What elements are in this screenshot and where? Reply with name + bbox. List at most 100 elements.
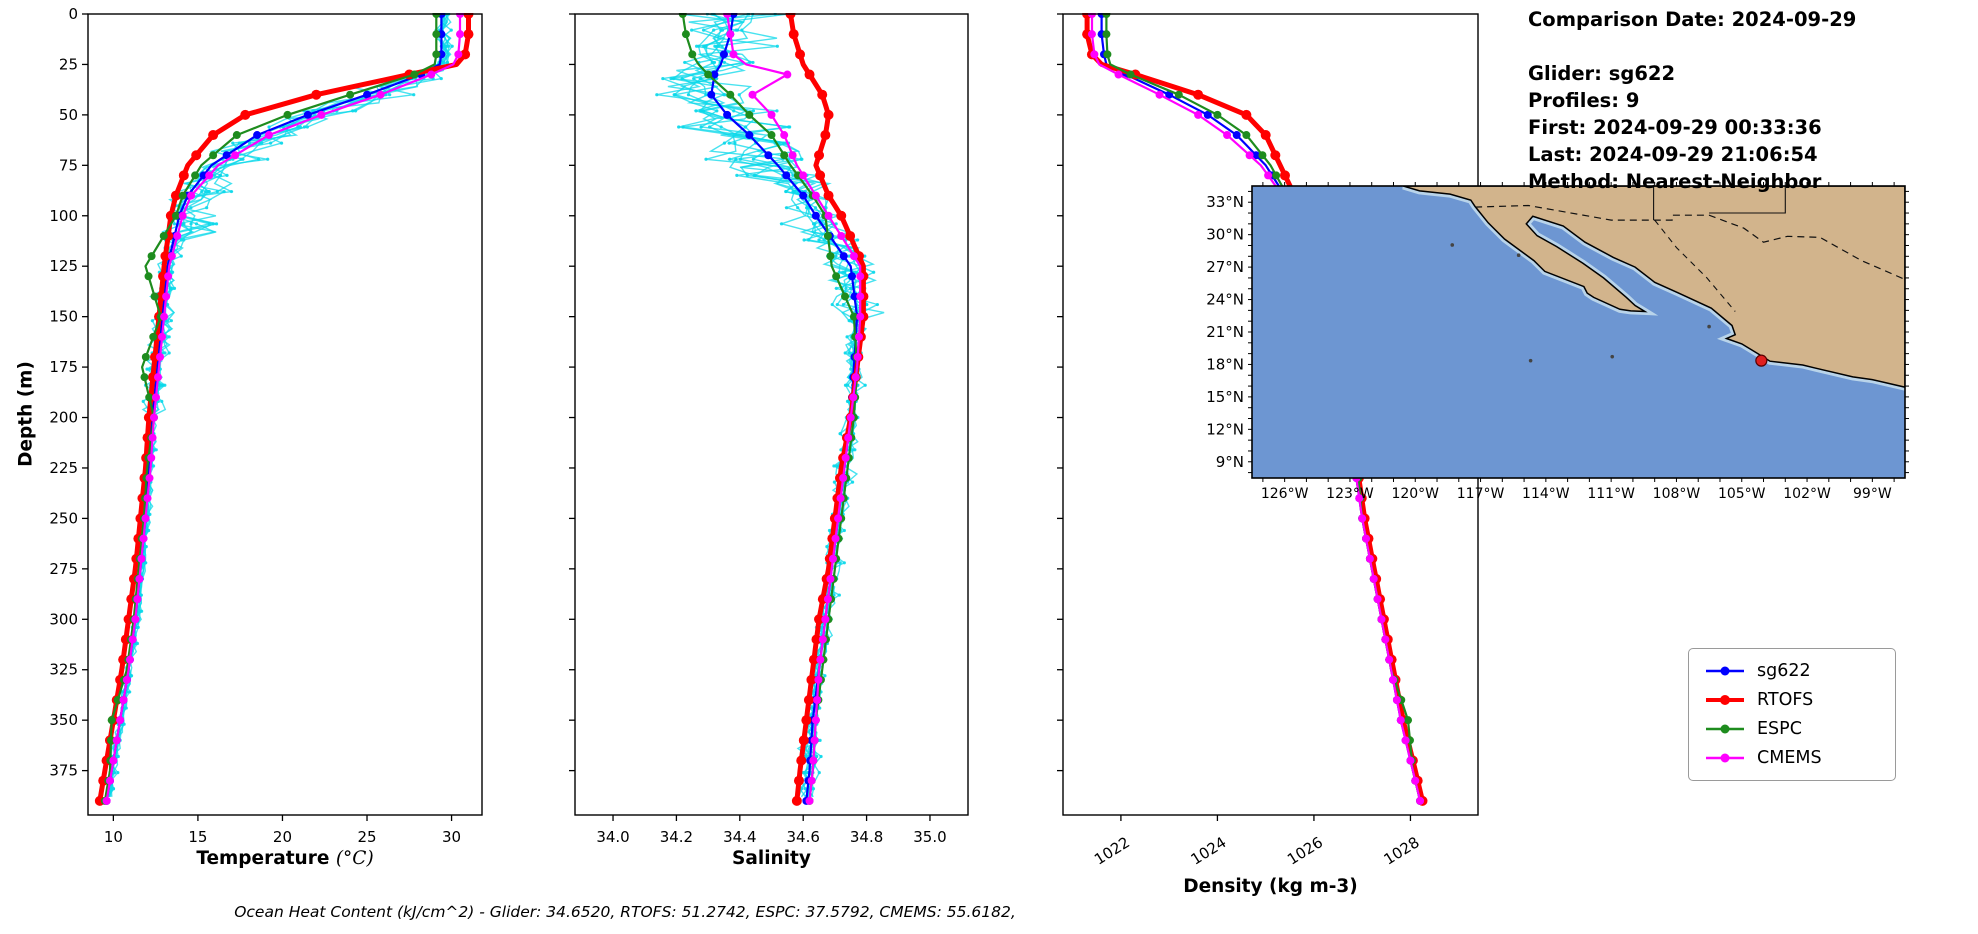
- raw-profile-point: [305, 125, 309, 129]
- depth-tick-label: 25: [59, 55, 78, 73]
- raw-profile-point: [787, 125, 791, 129]
- raw-profile-point: [139, 593, 143, 597]
- series-marker-CMEMS: [128, 635, 137, 644]
- series-marker-CMEMS: [1358, 514, 1367, 523]
- raw-profile-point: [737, 93, 741, 97]
- series-marker-CMEMS: [173, 231, 182, 240]
- raw-profile-point: [775, 44, 779, 48]
- series-marker-CMEMS: [112, 736, 121, 745]
- series-marker-CMEMS: [105, 776, 114, 785]
- raw-profile-point: [694, 109, 698, 113]
- raw-profile-point: [231, 141, 235, 145]
- series-marker-ESPC: [171, 211, 180, 220]
- series-marker-CMEMS: [1381, 635, 1390, 644]
- series-marker-ESPC: [1174, 90, 1183, 99]
- raw-profile-point: [722, 141, 727, 145]
- raw-profile-point: [661, 76, 665, 81]
- series-marker-RTOFS: [815, 170, 826, 181]
- series-marker-RTOFS: [801, 715, 812, 726]
- series-marker-CMEMS: [264, 131, 273, 140]
- raw-profile-point: [838, 432, 843, 436]
- last-profile-time-text: Last: 2024-09-29 21:06:54: [1528, 143, 1818, 166]
- series-marker-CMEMS: [116, 716, 125, 725]
- raw-profile-point: [850, 480, 855, 484]
- raw-profile-point: [712, 28, 716, 32]
- map-lat-label: 24°N: [1206, 291, 1244, 309]
- raw-profile-point: [751, 109, 755, 113]
- map-island: [1450, 243, 1455, 247]
- raw-profile-point: [735, 173, 739, 178]
- raw-profile-point: [163, 351, 167, 355]
- raw-profile-point: [412, 93, 416, 97]
- raw-profile-point: [838, 561, 842, 565]
- series-marker-CMEMS: [156, 352, 165, 361]
- raw-profile-point: [655, 93, 659, 97]
- raw-profile-point: [715, 109, 719, 113]
- raw-profile-point: [205, 206, 209, 210]
- series-marker-sg622: [764, 151, 773, 160]
- series-marker-ESPC: [681, 30, 690, 39]
- raw-profile-point: [734, 28, 738, 32]
- salinity-tick-label: 34.0: [596, 828, 629, 846]
- series-marker-CMEMS: [1264, 171, 1273, 180]
- series-marker-ESPC: [147, 252, 156, 261]
- map-lat-label: 9°N: [1216, 453, 1244, 471]
- temperature-axis-title-units: (°C): [335, 848, 374, 869]
- series-marker-CMEMS: [231, 151, 240, 160]
- map-state-solid: [1709, 186, 1786, 214]
- series-marker-sg622: [363, 90, 372, 99]
- series-marker-ESPC: [159, 231, 168, 240]
- series-marker-CMEMS: [811, 716, 820, 725]
- raw-profile-point: [728, 157, 732, 161]
- map-border-dashed: [1475, 204, 1904, 280]
- raw-profile-point: [241, 157, 245, 161]
- series-marker-ESPC: [1126, 70, 1135, 79]
- raw-profile-point: [845, 335, 849, 339]
- depth-tick-label: 375: [49, 762, 78, 780]
- raw-profile-point: [128, 690, 132, 694]
- raw-profile-point: [843, 351, 847, 355]
- raw-profile-point: [189, 222, 193, 226]
- raw-profile-point: [148, 367, 152, 371]
- legend-item-cmems: CMEMS: [1703, 748, 1881, 768]
- raw-profile-point: [834, 222, 838, 226]
- raw-profile-point: [168, 286, 172, 290]
- raw-profile-point: [144, 561, 148, 565]
- series-marker-CMEMS: [1396, 716, 1405, 725]
- map-lat-label: 21°N: [1206, 323, 1244, 341]
- series-marker-CMEMS: [178, 211, 187, 220]
- raw-profile-point: [266, 157, 270, 161]
- series-marker-ESPC: [1103, 50, 1112, 59]
- raw-profile-point: [222, 189, 226, 194]
- raw-profile-point: [450, 44, 454, 48]
- series-CMEMS: [102, 13, 465, 805]
- raw-profile-point: [692, 76, 696, 81]
- raw-profile-point: [179, 254, 183, 258]
- series-marker-CMEMS: [456, 30, 465, 39]
- series-marker-CMEMS: [1373, 595, 1382, 604]
- raw-profile-point: [803, 771, 808, 775]
- raw-profile-point: [727, 141, 731, 145]
- series-marker-sg622: [839, 252, 848, 261]
- series-marker-CMEMS: [834, 514, 843, 523]
- map-lat-label: 33°N: [1206, 193, 1244, 211]
- legend-label-rtofs: RTOFS: [1757, 690, 1814, 710]
- series-marker-sg622: [850, 292, 859, 301]
- salinity-axis-title: Salinity: [575, 848, 968, 869]
- raw-profile-point: [813, 206, 818, 210]
- depth-tick-label: 75: [59, 156, 78, 174]
- location-map: 33°N 30°N 27°N 24°N 21°N 18°N 15°N 12°N 9°N 126°W…: [1206, 182, 1909, 502]
- series-marker-RTOFS: [460, 49, 471, 60]
- series-marker-CMEMS: [851, 373, 860, 382]
- series-marker-CMEMS: [205, 171, 214, 180]
- depth-tick-label: 150: [49, 308, 78, 326]
- raw-profile-point: [841, 270, 845, 274]
- series-marker-CMEMS: [828, 554, 837, 563]
- series-marker-CMEMS: [109, 756, 118, 765]
- series-marker-RTOFS: [788, 29, 799, 40]
- raw-profile-point: [439, 76, 443, 81]
- series-marker-CMEMS: [836, 494, 845, 503]
- depth-tick-label: 225: [49, 459, 78, 477]
- series-marker-CMEMS: [1365, 554, 1374, 563]
- raw-profile-point: [784, 189, 788, 194]
